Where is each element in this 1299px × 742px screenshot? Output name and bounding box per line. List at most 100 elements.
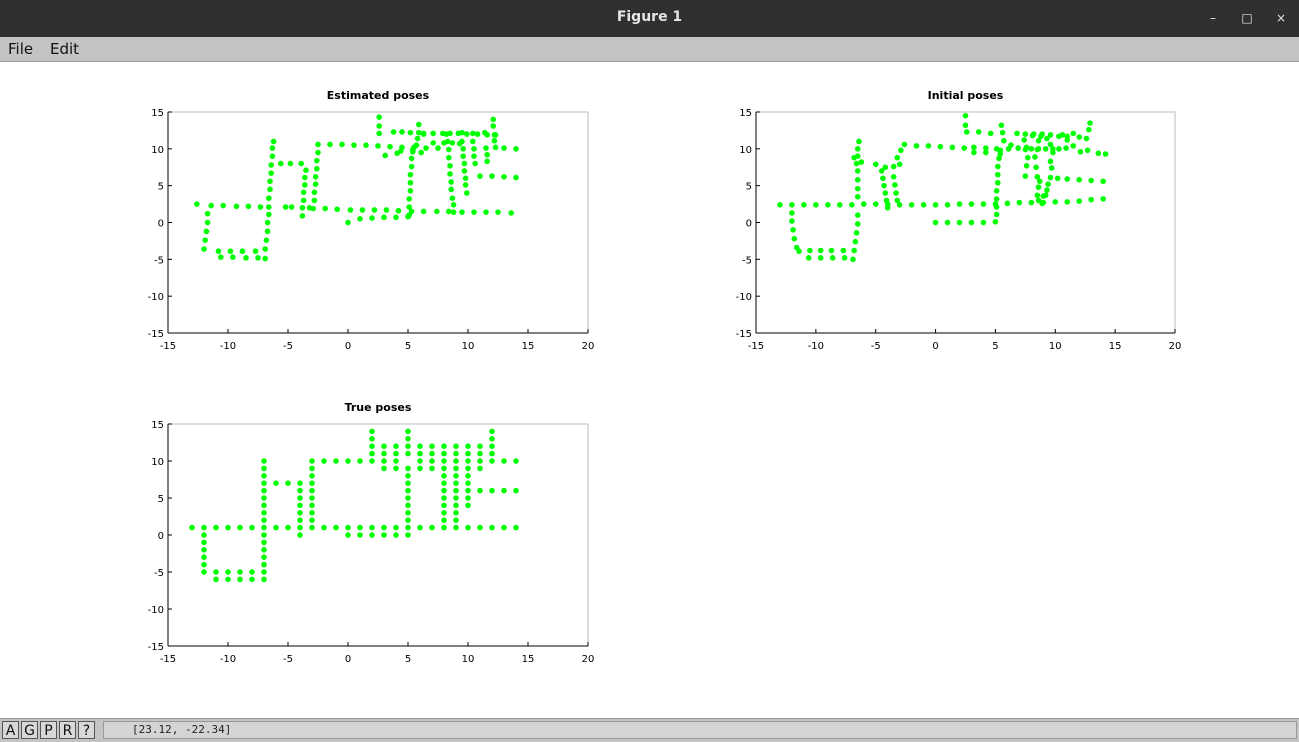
data-point (309, 524, 315, 531)
data-point (925, 143, 932, 149)
data-point (405, 428, 411, 435)
data-point (407, 179, 414, 186)
data-point (429, 450, 435, 457)
data-point (417, 443, 423, 450)
data-point (1076, 134, 1083, 140)
data-point (853, 160, 860, 167)
data-point (1102, 151, 1109, 157)
x-tick-label: -5 (283, 341, 293, 352)
data-point (261, 561, 267, 568)
toolbar-button-a[interactable]: A (2, 721, 19, 739)
data-point (996, 155, 1002, 162)
data-point (300, 189, 307, 196)
menu-file[interactable]: File (8, 40, 33, 58)
minimize-icon[interactable]: – (1210, 11, 1216, 25)
data-point (837, 202, 843, 208)
data-point (299, 213, 306, 219)
data-point (1038, 133, 1044, 140)
data-point (883, 197, 890, 204)
chart-1: Estimated poses -15 -10 -5 0 5 10 15 20 15 10 5 0 -5 -… (148, 89, 595, 352)
data-point (472, 160, 479, 167)
data-point (1042, 146, 1049, 152)
data-point (405, 532, 411, 538)
figure-canvas[interactable]: Estimated poses -15 -10 -5 0 5 10 15 20 15 10 5 0 -5 -… (0, 62, 1299, 718)
y-tick-label: 15 (151, 420, 164, 431)
data-point (269, 145, 276, 151)
data-point (1088, 196, 1094, 203)
data-point (302, 182, 308, 188)
data-point (267, 186, 273, 193)
data-point (949, 144, 956, 151)
data-point (1047, 174, 1054, 181)
data-point (347, 207, 354, 213)
data-point (995, 179, 1001, 186)
x-tick-label: 5 (992, 341, 998, 352)
data-point (321, 458, 327, 464)
data-point (420, 208, 427, 215)
data-point (393, 465, 399, 472)
toolbar-button-p[interactable]: P (40, 721, 57, 739)
data-point (470, 130, 476, 137)
data-point (309, 517, 315, 523)
data-point (1045, 181, 1051, 187)
data-point (268, 162, 275, 168)
coordinate-readout: [23.12, -22.34] (103, 721, 1297, 739)
data-point (407, 171, 414, 178)
data-point (851, 247, 857, 254)
y-tick-label: -10 (736, 292, 752, 303)
data-point (853, 230, 860, 236)
data-point (203, 228, 210, 235)
data-point (429, 524, 435, 531)
data-point (1034, 146, 1041, 153)
menu-edit[interactable]: Edit (50, 40, 79, 58)
data-point (202, 237, 208, 243)
data-point (789, 210, 795, 216)
data-point (489, 173, 495, 179)
plot-area (755, 111, 1176, 334)
data-point (204, 219, 211, 226)
data-point (995, 171, 1001, 178)
data-point (363, 142, 369, 148)
data-point (932, 219, 939, 226)
data-point (1059, 132, 1066, 138)
data-point (261, 569, 267, 575)
data-point (413, 142, 420, 148)
data-point (345, 524, 351, 531)
data-point (1028, 199, 1035, 206)
data-point (501, 174, 507, 180)
maximize-icon[interactable]: □ (1241, 11, 1253, 25)
data-point (201, 561, 207, 568)
data-point (261, 554, 267, 560)
data-point (1035, 137, 1042, 144)
data-point (508, 210, 514, 216)
data-point (850, 256, 856, 263)
toolbar-button-g[interactable]: G (21, 721, 38, 739)
data-point (447, 162, 453, 169)
data-point (1034, 192, 1041, 199)
x-tick-label: 10 (462, 341, 475, 352)
data-point (894, 197, 901, 204)
close-icon[interactable]: × (1275, 11, 1287, 25)
data-point (252, 248, 259, 255)
data-point (975, 129, 982, 135)
data-point (1047, 158, 1054, 165)
data-point (884, 204, 891, 211)
data-point (993, 188, 1000, 194)
data-point (1087, 120, 1093, 126)
data-point (405, 524, 411, 531)
data-point (1047, 132, 1054, 138)
x-tick-label: 10 (462, 654, 475, 665)
toolbar-button-help[interactable]: ? (78, 721, 95, 739)
data-point (309, 510, 315, 516)
data-point (381, 214, 387, 221)
data-point (441, 443, 447, 450)
data-point (491, 132, 498, 138)
data-point (896, 202, 903, 208)
data-point (261, 502, 267, 509)
y-tick-label: -10 (148, 605, 164, 616)
data-point (470, 138, 476, 145)
data-point (441, 480, 447, 487)
data-point (393, 450, 399, 457)
toolbar-button-r[interactable]: R (59, 721, 76, 739)
data-point (309, 458, 315, 464)
